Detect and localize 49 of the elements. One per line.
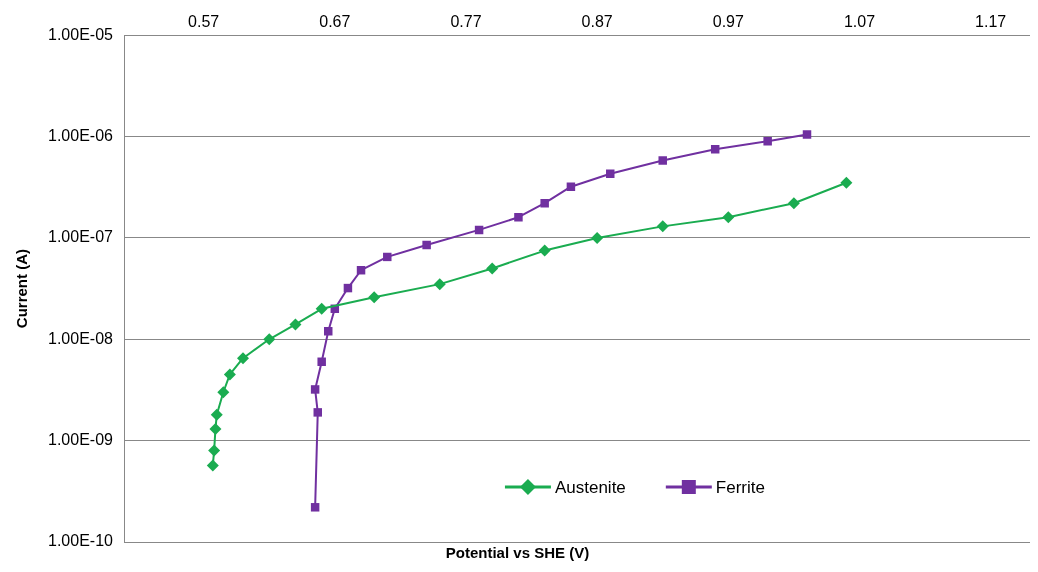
point — [383, 252, 392, 262]
point — [223, 368, 236, 381]
point — [317, 357, 326, 367]
point — [433, 278, 446, 291]
point — [289, 318, 302, 331]
legend-label: Austenite — [554, 477, 626, 497]
y-axis-title: Current (A) — [13, 249, 31, 329]
x-tick-label: 0.87 — [581, 13, 613, 31]
point — [763, 136, 772, 146]
point — [209, 423, 222, 436]
point — [840, 176, 853, 189]
point — [422, 240, 431, 250]
x-tick-label: 1.07 — [843, 13, 876, 31]
point — [236, 352, 249, 365]
y-tick-label: 1.00E-09 — [48, 431, 114, 449]
point — [368, 291, 381, 304]
point — [217, 386, 230, 399]
y-tick-label: 1.00E-08 — [48, 329, 114, 347]
point — [802, 130, 812, 139]
point — [315, 302, 328, 315]
y-tick-label: 1.00E-05 — [48, 25, 114, 43]
point — [486, 262, 499, 275]
point — [313, 408, 322, 417]
point — [540, 198, 549, 208]
point — [206, 459, 219, 472]
point — [310, 385, 320, 394]
point — [310, 503, 320, 512]
point — [658, 156, 667, 165]
point — [787, 197, 800, 210]
point — [566, 182, 576, 191]
point — [722, 211, 735, 224]
x-axis-title: Potential vs SHE (V) — [445, 544, 590, 562]
x-tick-label: 0.97 — [712, 13, 744, 31]
point — [514, 212, 523, 222]
point — [606, 169, 615, 178]
point — [208, 444, 221, 457]
point — [656, 220, 669, 233]
x-tick-label: 1.17 — [975, 13, 1007, 31]
x-tick-label: 0.67 — [319, 13, 351, 31]
y-tick-label: 1.00E-10 — [48, 532, 114, 550]
y-tick-label: 1.00E-07 — [48, 228, 114, 246]
point — [538, 244, 551, 257]
x-tick-label: 0.77 — [450, 13, 482, 31]
point — [263, 333, 276, 346]
y-tick-label: 1.00E-06 — [48, 126, 114, 144]
point — [591, 231, 604, 244]
point — [210, 408, 223, 421]
x-tick-label: 0.57 — [188, 13, 220, 31]
legend-label: Ferrite — [715, 477, 765, 497]
